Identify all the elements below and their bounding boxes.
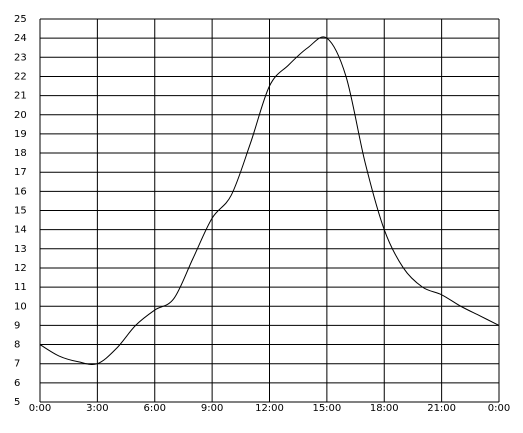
y-tick-label: 22 bbox=[14, 71, 27, 82]
y-tick-label: 7 bbox=[14, 359, 20, 370]
y-tick-label: 14 bbox=[14, 225, 27, 236]
x-tick-label: 18:00 bbox=[370, 403, 399, 414]
y-tick-label: 13 bbox=[14, 244, 27, 255]
y-tick-label: 23 bbox=[14, 52, 27, 63]
y-tick-label: 8 bbox=[14, 340, 20, 351]
y-tick-label: 19 bbox=[14, 129, 27, 140]
y-tick-label: 5 bbox=[14, 397, 20, 408]
x-tick-label: 0:00 bbox=[29, 403, 51, 414]
data-line bbox=[39, 36, 500, 366]
y-tick-label: 24 bbox=[14, 33, 27, 44]
x-tick-label: 12:00 bbox=[255, 403, 284, 414]
y-tick-label: 25 bbox=[14, 14, 27, 25]
x-tick-label: 21:00 bbox=[427, 403, 456, 414]
y-tick-label: 10 bbox=[14, 301, 27, 312]
y-tick-label: 21 bbox=[14, 91, 27, 102]
y-tick-label: 16 bbox=[14, 186, 27, 197]
x-tick-label: 9:00 bbox=[201, 403, 223, 414]
x-tick-label: 0:00 bbox=[488, 403, 510, 414]
y-tick-label: 15 bbox=[14, 206, 27, 217]
x-tick-label: 15:00 bbox=[312, 403, 341, 414]
y-tick-label: 11 bbox=[14, 282, 27, 293]
y-tick-label: 18 bbox=[14, 148, 27, 159]
y-tick-label: 6 bbox=[14, 378, 20, 389]
x-tick-label: 6:00 bbox=[144, 403, 166, 414]
x-tick-label: 3:00 bbox=[86, 403, 108, 414]
y-tick-label: 20 bbox=[14, 110, 27, 121]
y-tick-label: 12 bbox=[14, 263, 27, 274]
y-tick-label: 9 bbox=[14, 320, 20, 331]
y-tick-label: 17 bbox=[14, 167, 27, 178]
